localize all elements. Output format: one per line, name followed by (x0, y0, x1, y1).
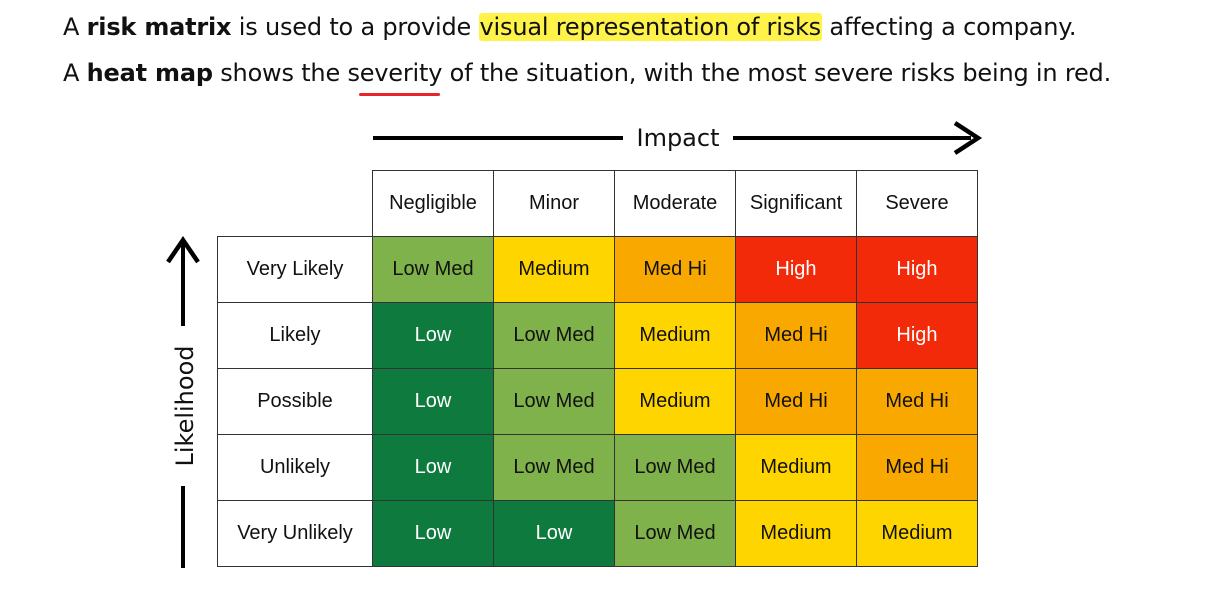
risk-cell: Low (372, 500, 494, 567)
risk-cell: Low Med (614, 500, 736, 567)
matrix-row-likely: Likely Low Low Med Medium Med Hi High (217, 302, 978, 369)
risk-matrix-table: Negligible Minor Moderate Significant Se… (217, 170, 978, 567)
impact-axis-label: Impact (623, 120, 733, 156)
intro-text: is used to a provide (231, 13, 479, 41)
likelihood-axis-label: Likelihood (165, 326, 205, 486)
risk-cell: Low Med (372, 236, 494, 303)
column-header-negligible: Negligible (372, 170, 494, 237)
matrix-row-very-unlikely: Very Unlikely Low Low Low Med Medium Med… (217, 500, 978, 567)
matrix-row-very-likely: Very Likely Low Med Medium Med Hi High H… (217, 236, 978, 303)
intro-text: affecting a company. (822, 13, 1077, 41)
column-header-row: Negligible Minor Moderate Significant Se… (218, 170, 978, 237)
risk-cell: Low Med (493, 368, 615, 435)
intro-text: A (63, 13, 87, 41)
highlighted-phrase: visual representation of risks (478, 13, 822, 41)
risk-cell: Medium (856, 500, 978, 567)
likelihood-axis: Likelihood (160, 236, 206, 570)
matrix-corner (218, 171, 373, 237)
intro-text: of the situation, with the most severe r… (442, 59, 1112, 87)
column-header-severe: Severe (856, 170, 978, 237)
risk-cell: Medium (614, 368, 736, 435)
row-header-likely: Likely (217, 302, 373, 369)
column-header-minor: Minor (493, 170, 615, 237)
intro-line-heat-map: A heat map shows the severity of the sit… (63, 56, 1112, 96)
matrix-row-possible: Possible Low Low Med Medium Med Hi Med H… (217, 368, 978, 435)
risk-cell: High (856, 302, 978, 369)
intro-text: shows the (212, 59, 348, 87)
risk-cell: Med Hi (735, 302, 857, 369)
risk-cell: Med Hi (735, 368, 857, 435)
column-header-significant: Significant (735, 170, 857, 237)
risk-cell: Low (372, 368, 494, 435)
row-header-very-likely: Very Likely (217, 236, 373, 303)
row-header-possible: Possible (217, 368, 373, 435)
underlined-word: severity (347, 56, 442, 96)
risk-cell: Low (493, 500, 615, 567)
risk-cell: Low Med (493, 302, 615, 369)
risk-cell: High (856, 236, 978, 303)
risk-cell: Medium (735, 434, 857, 501)
risk-cell: Low Med (493, 434, 615, 501)
risk-cell: Low (372, 434, 494, 501)
intro-text: A (63, 59, 87, 87)
risk-cell: Med Hi (856, 368, 978, 435)
risk-cell: High (735, 236, 857, 303)
row-header-very-unlikely: Very Unlikely (217, 500, 373, 567)
column-header-moderate: Moderate (614, 170, 736, 237)
risk-cell: Medium (614, 302, 736, 369)
risk-cell: Med Hi (614, 236, 736, 303)
term-risk-matrix: risk matrix (86, 13, 232, 41)
intro-line-risk-matrix: A risk matrix is used to a provide visua… (63, 10, 1077, 44)
matrix-row-unlikely: Unlikely Low Low Med Low Med Medium Med … (217, 434, 978, 501)
row-header-unlikely: Unlikely (217, 434, 373, 501)
risk-cell: Low (372, 302, 494, 369)
impact-axis: Impact (373, 120, 983, 156)
risk-cell: Med Hi (856, 434, 978, 501)
term-heat-map: heat map (86, 59, 213, 87)
risk-cell: Medium (493, 236, 615, 303)
risk-cell: Low Med (614, 434, 736, 501)
risk-cell: Medium (735, 500, 857, 567)
